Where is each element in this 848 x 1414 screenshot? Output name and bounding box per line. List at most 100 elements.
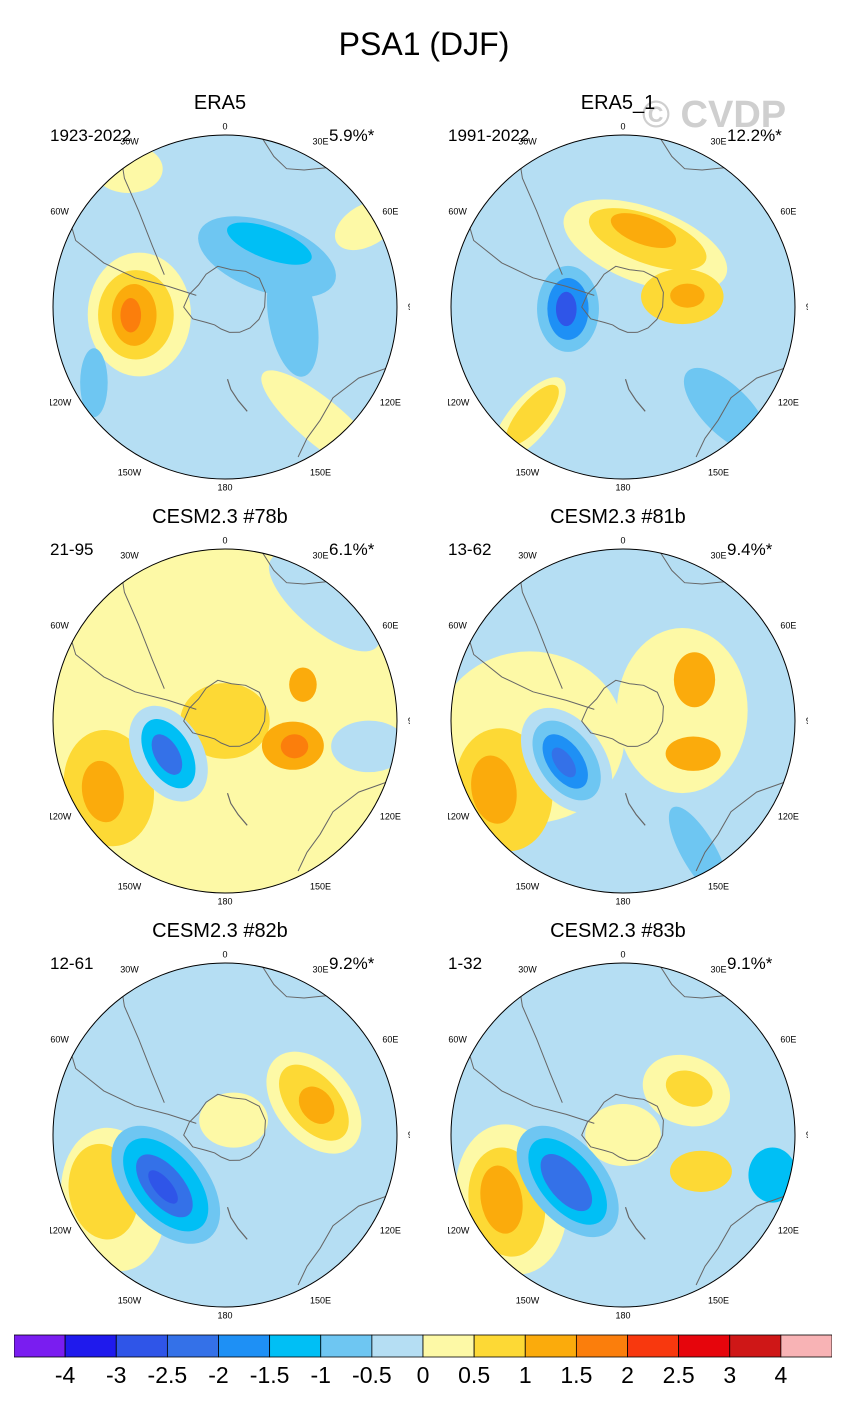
anomaly-contour <box>93 144 163 194</box>
panel-title: CESM2.3 #82b <box>152 920 288 942</box>
anomaly-contour <box>266 261 319 377</box>
south-america-coastline <box>68 630 197 710</box>
longitude-label: 120E <box>380 1225 401 1235</box>
anomaly-contour <box>673 652 716 708</box>
longitude-label: 0 <box>222 949 227 959</box>
longitude-label: 180 <box>615 1311 630 1320</box>
longitude-label: 150E <box>310 467 331 477</box>
anomaly-contour <box>665 1070 713 1107</box>
australia-coastline <box>297 366 391 458</box>
anomaly-contour <box>669 1150 732 1192</box>
longitude-label: 60W <box>50 1035 69 1045</box>
africa-coastline <box>255 549 327 585</box>
longitude-label: 60W <box>448 207 467 217</box>
longitude-label: 120E <box>380 811 401 821</box>
anomaly-contour <box>555 291 577 327</box>
longitude-label: 60W <box>448 621 467 631</box>
colorbar-tick-label: -2 <box>208 1362 229 1388</box>
panel-title: CESM2.3 #78b <box>152 506 288 528</box>
south-america-coastline <box>68 216 197 296</box>
longitude-label: 120E <box>778 1225 799 1235</box>
map-panel: ERA5_1 1991-2022 12.2%* 0 30E 60E 90E 120E 150E 1… <box>448 92 828 492</box>
longitude-label: 30W <box>518 551 537 561</box>
map-panel: CESM2.3 #81b 13-62 9.4%* 0 30E 60E 90E 120E 150E… <box>448 506 828 906</box>
panel-period: 13-62 <box>448 540 492 559</box>
anomaly-contour <box>81 760 124 823</box>
anomaly-contour <box>151 734 183 775</box>
south-america-coastline <box>466 1044 595 1124</box>
map-panel: ERA5 1923-2022 5.9%* 0 30E 60E 90E 120E 150E 180 1… <box>50 92 430 492</box>
colorbar-swatch <box>780 1334 832 1358</box>
longitude-label: 30E <box>312 137 328 147</box>
longitude-label: 60W <box>50 621 69 631</box>
colorbar-tick-label: -0.5 <box>352 1362 392 1388</box>
longitude-label: 30W <box>518 965 537 975</box>
africa-coastline <box>255 963 327 999</box>
longitude-label: 120E <box>380 397 401 407</box>
panel-title: CESM2.3 #81b <box>550 506 686 528</box>
south-america-east-coastline <box>518 987 563 1103</box>
longitude-label: 60W <box>50 207 69 217</box>
longitude-label: 150W <box>118 881 142 891</box>
longitude-label: 60E <box>382 207 398 217</box>
colorbar-swatch <box>524 1334 577 1358</box>
anomaly-contour <box>268 553 381 652</box>
new-zealand-coastline <box>226 793 248 826</box>
polar-map: 030E60E90E120E150E180150W120W90W60W30W <box>448 121 808 492</box>
anomaly-contour <box>289 667 317 702</box>
colorbar-swatch <box>115 1334 168 1358</box>
longitude-label: 150E <box>310 881 331 891</box>
longitude-label: 90E <box>408 1130 410 1140</box>
colorbar-swatch <box>269 1334 322 1358</box>
longitude-label: 180 <box>217 897 232 906</box>
panel-percent-variance: 9.4%* <box>727 540 773 559</box>
anomaly-contour <box>180 683 270 759</box>
longitude-label: 120W <box>448 1225 470 1235</box>
colorbar-swatch <box>320 1334 373 1358</box>
panel-title: CESM2.3 #83b <box>550 920 686 942</box>
anomaly-contour <box>298 1086 335 1124</box>
longitude-label: 120W <box>448 397 470 407</box>
australia-coastline <box>695 780 789 872</box>
longitude-label: 150W <box>118 1295 142 1305</box>
colorbar-swatch <box>64 1334 117 1358</box>
longitude-label: 120W <box>448 811 470 821</box>
map-border <box>450 548 796 894</box>
south-america-east-coastline <box>120 987 165 1103</box>
map-border <box>52 962 398 1308</box>
colorbar-swatch <box>575 1334 628 1358</box>
map-panel: CESM2.3 #83b 1-32 9.1%* 0 30E 60E 90E 120E 150E 1… <box>448 920 828 1320</box>
map-border <box>52 548 398 894</box>
colorbar-tick-label: 4 <box>774 1362 788 1388</box>
africa-coastline <box>255 135 327 171</box>
antarctica-coastline <box>581 679 664 747</box>
map-border <box>52 134 398 480</box>
anomaly-contour <box>80 348 108 418</box>
colorbar-tick-label: 2 <box>621 1362 634 1388</box>
longitude-label: 150E <box>708 881 729 891</box>
longitude-label: 150W <box>516 1295 540 1305</box>
colorbar-tick-label: 0.5 <box>458 1362 491 1388</box>
longitude-label: 30E <box>710 137 726 147</box>
longitude-label: 60E <box>780 207 796 217</box>
polar-map: 030E60E90E120E150E180150W120W90W60W30W <box>50 535 410 906</box>
longitude-label: 120E <box>778 811 799 821</box>
polar-map: 030E60E90E120E150E180150W120W90W60W30W <box>50 949 410 1320</box>
map-border <box>450 134 796 480</box>
longitude-label: 120W <box>50 811 72 821</box>
colorbar <box>14 1334 832 1358</box>
new-zealand-coastline <box>624 1207 646 1240</box>
colorbar-tick-label: -1 <box>310 1362 331 1388</box>
colorbar-swatch <box>729 1334 782 1358</box>
colorbar-tick-label: -2.5 <box>147 1362 188 1388</box>
anomaly-contour <box>670 283 705 308</box>
colorbar-tick-label: 0 <box>416 1362 430 1388</box>
anomaly-contour <box>227 222 312 265</box>
anomaly-contour <box>551 747 576 778</box>
colorbar-tick-label: 2.5 <box>662 1362 695 1388</box>
colorbar-tick-label: -4 <box>54 1362 76 1388</box>
colorbar-tick-label: 1 <box>518 1362 532 1388</box>
south-america-coastline <box>68 1044 197 1124</box>
anomaly-contour <box>480 1165 523 1234</box>
australia-coastline <box>297 1194 391 1286</box>
